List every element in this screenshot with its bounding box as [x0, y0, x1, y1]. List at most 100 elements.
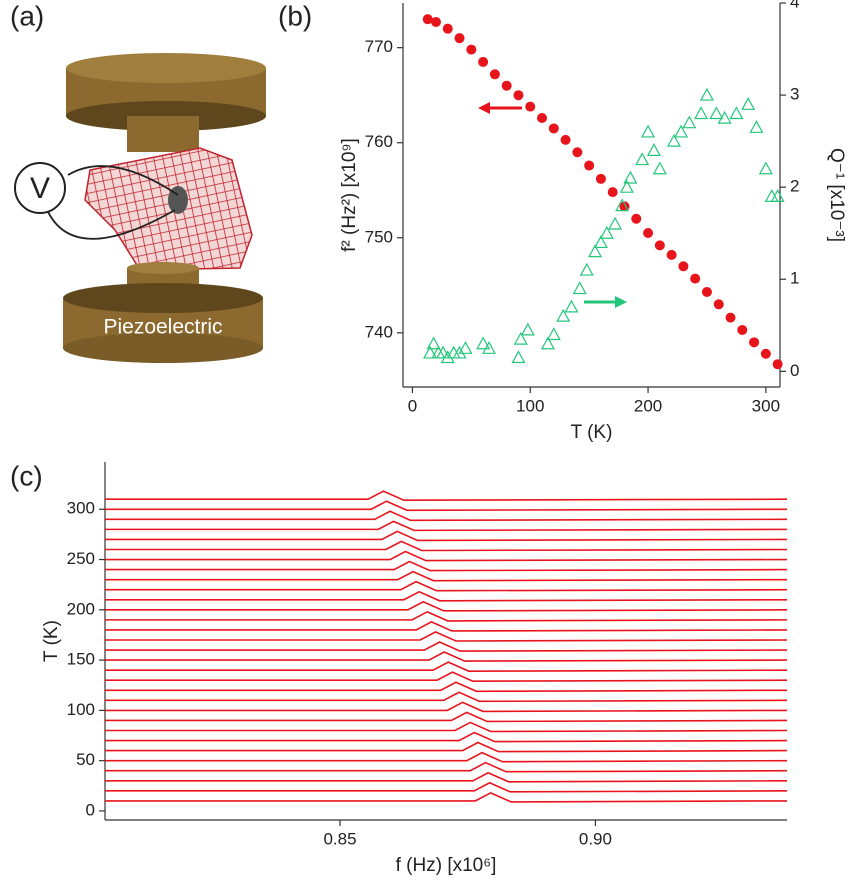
y-tick-label: 760	[365, 132, 393, 151]
y2-tick-label: 3	[790, 85, 799, 104]
triangle-marker	[699, 87, 714, 101]
circle-marker	[584, 160, 595, 171]
bottom-cylinder-face	[63, 283, 263, 313]
triangle-marker	[556, 308, 571, 322]
trace	[105, 671, 788, 683]
triangle-marker	[694, 106, 709, 120]
triangle-marker	[476, 336, 491, 350]
circle-marker	[654, 240, 665, 251]
circle-marker	[690, 273, 701, 284]
trace	[105, 510, 788, 522]
y-tick-label: 0	[86, 800, 95, 819]
y2-axis-label: Q⁻¹ [x10⁻³]	[826, 148, 847, 242]
x-tick-label: 0.85	[323, 829, 356, 848]
trace	[105, 610, 788, 622]
triangle-marker	[426, 336, 441, 350]
trace	[105, 681, 788, 693]
triangle-marker	[564, 299, 579, 313]
trace	[105, 751, 788, 763]
triangle-marker	[458, 341, 473, 354]
triangle-marker	[423, 345, 438, 359]
piezo-label: Piezoelectric	[103, 316, 222, 339]
trace	[105, 490, 788, 502]
triangle-marker	[546, 327, 561, 341]
triangle-marker	[764, 189, 779, 202]
circle-marker	[430, 17, 441, 28]
triangle-marker	[709, 106, 724, 120]
y-axis-label: T (K)	[41, 620, 62, 662]
triangle-marker	[481, 341, 497, 354]
trace	[105, 761, 788, 773]
triangle-marker	[513, 331, 528, 345]
triangle-marker	[682, 115, 697, 129]
trace	[105, 600, 788, 612]
trace	[105, 651, 788, 662]
triangle-marker	[623, 170, 638, 184]
apparatus-diagram: V Piezoelectric	[14, 53, 266, 363]
y-tick-label: 770	[365, 37, 393, 56]
top-cylinder-face	[66, 53, 266, 83]
triangle-marker	[674, 124, 689, 138]
circle-marker	[489, 69, 500, 80]
trace	[105, 540, 788, 552]
triangle-marker	[579, 262, 594, 276]
circle-marker	[422, 14, 433, 25]
y2-tick-label: 4	[790, 0, 799, 11]
circle-marker	[595, 173, 606, 184]
triangle-marker	[770, 189, 785, 202]
triangle-marker	[452, 345, 467, 359]
y-axis-label: f² (Hz²) [x10⁹]	[339, 138, 360, 252]
circle-marker	[525, 101, 536, 112]
trace	[105, 520, 788, 532]
y2-tick-label: 2	[790, 177, 799, 196]
trace	[105, 741, 788, 753]
triangle-marker	[572, 281, 587, 295]
circle-marker	[442, 23, 453, 34]
y-tick-label: 740	[365, 322, 393, 341]
trace	[105, 500, 788, 512]
circle-marker	[643, 228, 654, 239]
triangle-marker	[646, 143, 661, 156]
y-tick-label: 250	[67, 549, 95, 568]
circle-marker	[560, 134, 571, 145]
arrows	[478, 102, 627, 308]
x-axis-label: T (K)	[571, 422, 613, 443]
triangle-marker	[608, 216, 623, 230]
triangle-marker	[588, 244, 603, 258]
panel-label: (c)	[10, 460, 43, 491]
trace	[105, 731, 788, 743]
trace	[105, 701, 788, 713]
triangle-marker	[436, 345, 451, 359]
x-axis-label: f (Hz) [x10⁶]	[396, 855, 497, 876]
triangle-marker	[652, 161, 667, 175]
circle-marker	[631, 213, 642, 224]
triangle-marker	[520, 322, 535, 336]
y-tick-label: 200	[67, 599, 95, 618]
trace	[105, 570, 788, 582]
panel-label: (b)	[278, 0, 312, 31]
y-tick-label: 150	[67, 650, 95, 669]
trace	[105, 781, 788, 793]
trace	[105, 580, 788, 592]
voltage-label: V	[30, 172, 50, 205]
circle-marker	[713, 299, 724, 310]
trace	[105, 590, 788, 602]
circle-marker	[501, 80, 512, 91]
circle-marker	[454, 33, 465, 44]
circle-marker	[749, 337, 760, 348]
trace	[105, 530, 788, 542]
circle-marker	[537, 113, 548, 124]
trace	[105, 550, 788, 562]
circle-marker	[701, 286, 712, 297]
trace	[105, 691, 788, 703]
x-tick-label: 0	[408, 396, 417, 415]
triangle-marker	[511, 350, 526, 364]
trace	[105, 711, 788, 723]
panel-label: (a)	[10, 0, 44, 31]
x-tick-label: 200	[634, 396, 662, 415]
circle-marker	[725, 312, 736, 323]
triangle-marker	[619, 179, 634, 193]
triangle-marker	[641, 124, 656, 138]
